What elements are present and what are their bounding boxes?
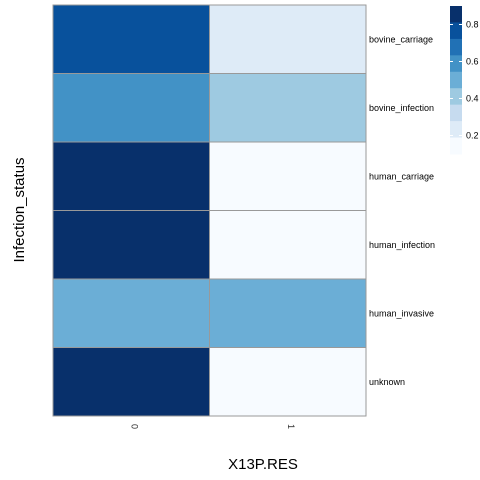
legend-swatch (450, 121, 462, 139)
heatmap-cells (52, 4, 367, 417)
legend-swatch (450, 22, 462, 40)
heatmap-cell (52, 347, 210, 417)
legend-label: 0.2 (466, 131, 479, 141)
heatmap-cell (209, 141, 367, 211)
row-label: human_carriage (369, 171, 434, 181)
column-label: 0 (129, 424, 139, 429)
row-label: human_infection (369, 240, 435, 250)
legend-swatch (450, 104, 462, 122)
row-label: human_invasive (369, 308, 434, 318)
legend-label: 0.4 (466, 94, 479, 104)
color-legend: 0.2 0.4 0.6 0.8 (450, 6, 479, 155)
legend-swatch (450, 38, 462, 56)
row-label: unknown (369, 377, 405, 387)
heatmap-cell (209, 4, 367, 74)
heatmap-cell (209, 210, 367, 280)
legend-swatch (450, 71, 462, 89)
row-label: bovine_carriage (369, 34, 433, 44)
legend-label: 0.8 (466, 20, 479, 30)
plot-frame (52, 4, 367, 417)
legend-swatch (450, 137, 462, 155)
y-axis-title: Infection_status (11, 157, 28, 262)
heatmap-cell (52, 141, 210, 211)
heatmap-cell (52, 278, 210, 348)
legend-swatch (450, 55, 462, 73)
row-label: bovine_infection (369, 103, 434, 113)
legend-swatch (450, 88, 462, 106)
column-label: 1 (286, 424, 296, 429)
heatmap-cell (52, 4, 210, 74)
heatmap-cell (209, 73, 367, 143)
heatmap-cell (52, 73, 210, 143)
row-labels: bovine_carriage bovine_infection human_car… (369, 34, 435, 387)
heatmap-cell (209, 347, 367, 417)
legend-swatch (450, 6, 462, 23)
legend-label: 0.6 (466, 57, 479, 67)
heatmap-cell (209, 278, 367, 348)
x-axis-title: X13P.RES (228, 456, 298, 473)
heatmap-cell (52, 210, 210, 280)
